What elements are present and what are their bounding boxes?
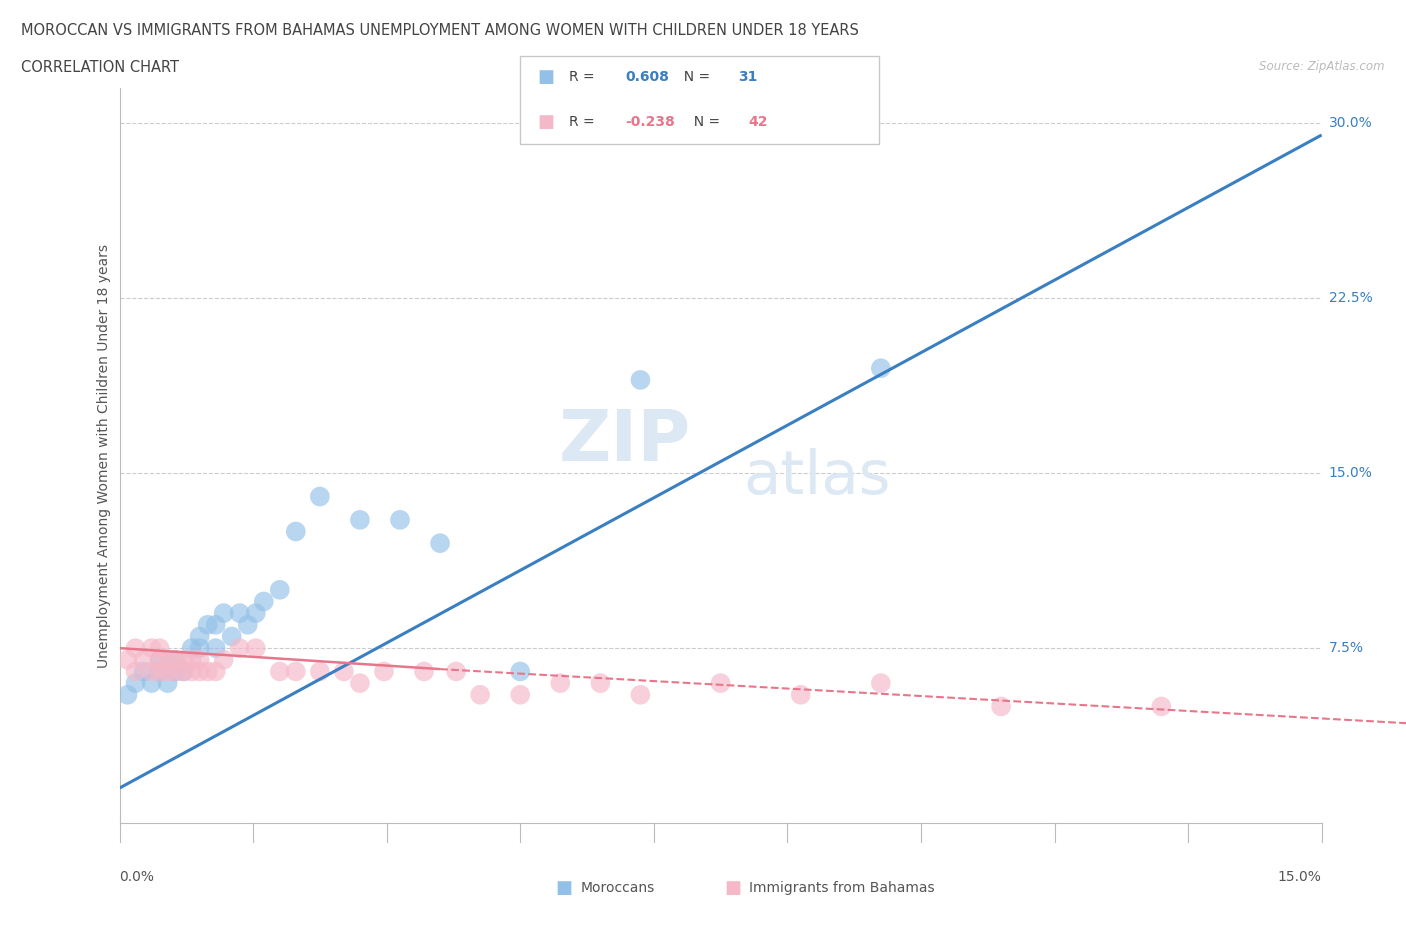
Text: ZIP: ZIP [558,406,690,475]
Point [204,618,226,632]
Point [197,664,219,679]
Point [124,664,146,679]
Point [149,664,172,679]
Point [1150,699,1173,714]
Text: ■: ■ [537,68,554,86]
Point [309,489,332,504]
Text: N =: N = [685,114,724,129]
Text: 30.0%: 30.0% [1329,116,1372,130]
Point [309,664,332,679]
Point [165,652,187,667]
Point [156,652,179,667]
Point [284,664,307,679]
Point [869,676,893,691]
Text: ■: ■ [537,113,554,131]
Point [245,605,267,620]
Point [349,676,371,691]
Text: Immigrants from Bahamas: Immigrants from Bahamas [749,881,935,896]
Text: 15.0%: 15.0% [1278,870,1322,884]
Point [204,641,226,656]
Point [124,676,146,691]
Point [253,594,276,609]
Point [180,664,202,679]
Point [509,664,531,679]
Text: 15.0%: 15.0% [1329,466,1372,480]
Point [188,664,211,679]
Text: atlas: atlas [742,448,890,507]
Point [141,664,163,679]
Point [509,687,531,702]
Point [180,641,202,656]
Point [790,687,813,702]
Point [165,664,187,679]
Point [221,629,243,644]
Point [468,687,492,702]
Point [245,641,267,656]
Text: 22.5%: 22.5% [1329,291,1372,305]
Point [188,652,211,667]
Point [117,687,139,702]
Point [349,512,371,527]
Text: ■: ■ [555,879,572,897]
Text: 42: 42 [748,114,768,129]
Point [990,699,1012,714]
Text: Moroccans: Moroccans [581,881,655,896]
Point [204,664,226,679]
Point [709,676,731,691]
Point [149,641,172,656]
Point [165,652,187,667]
Point [173,664,195,679]
Text: CORRELATION CHART: CORRELATION CHART [21,60,179,75]
Point [236,618,259,632]
Point [630,687,652,702]
Text: N =: N = [675,70,714,85]
Text: R =: R = [569,114,599,129]
Point [869,361,893,376]
Point [228,605,252,620]
Text: ■: ■ [724,879,741,897]
Text: 0.608: 0.608 [626,70,669,85]
Point [141,641,163,656]
Text: -0.238: -0.238 [626,114,675,129]
Point [550,676,572,691]
Point [373,664,395,679]
Point [212,652,235,667]
Text: Source: ZipAtlas.com: Source: ZipAtlas.com [1260,60,1385,73]
Point [188,641,211,656]
Point [188,629,211,644]
Point [132,652,155,667]
Point [117,652,139,667]
Point [388,512,412,527]
Point [124,641,146,656]
Point [212,605,235,620]
Point [149,652,172,667]
Point [141,676,163,691]
Point [589,676,612,691]
Y-axis label: Unemployment Among Women with Children Under 18 years: Unemployment Among Women with Children U… [97,244,111,668]
Text: R =: R = [569,70,599,85]
Point [269,664,291,679]
Point [413,664,436,679]
Point [173,664,195,679]
Point [228,641,252,656]
Point [630,372,652,387]
Point [429,536,451,551]
Text: 0.0%: 0.0% [120,870,155,884]
Point [269,582,291,597]
Point [132,664,155,679]
Point [197,618,219,632]
Point [156,664,179,679]
Point [333,664,356,679]
Text: 7.5%: 7.5% [1329,641,1364,655]
Point [165,664,187,679]
Point [444,664,467,679]
Text: 31: 31 [738,70,758,85]
Point [156,676,179,691]
Point [149,652,172,667]
Point [173,652,195,667]
Point [284,525,307,539]
Text: MOROCCAN VS IMMIGRANTS FROM BAHAMAS UNEMPLOYMENT AMONG WOMEN WITH CHILDREN UNDER: MOROCCAN VS IMMIGRANTS FROM BAHAMAS UNEM… [21,23,859,38]
Point [180,652,202,667]
Point [149,664,172,679]
